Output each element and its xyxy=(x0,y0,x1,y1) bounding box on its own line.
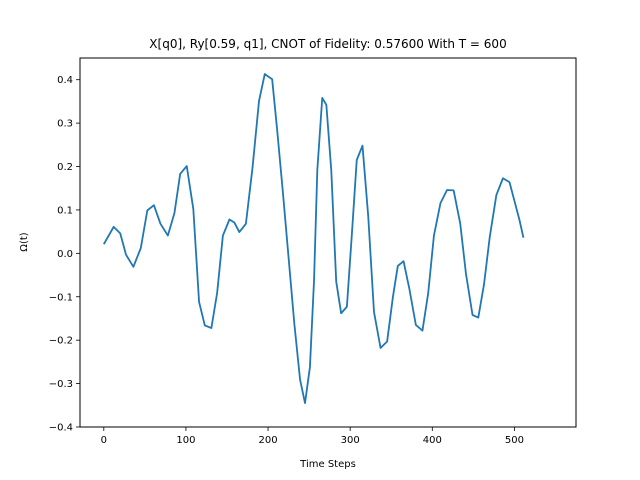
y-tick-label: −0.2 xyxy=(49,336,73,347)
y-tick-label: −0.3 xyxy=(49,379,73,390)
y-axis: −0.4 −0.3 −0.2 −0.1 0.0 0.1 0.2 0.3 0.4 xyxy=(49,75,80,434)
y-tick-label: 0.4 xyxy=(57,75,73,86)
y-tick-label: 0.1 xyxy=(57,205,73,216)
y-tick-label: −0.4 xyxy=(49,423,73,434)
x-tick-label: 500 xyxy=(505,435,524,446)
y-tick-label: 0.2 xyxy=(57,162,73,173)
chart-title: X[q0], Ry[0.59, q1], CNOT of Fidelity: 0… xyxy=(149,37,506,51)
y-tick-label: 0.3 xyxy=(57,119,73,130)
y-axis-label: Ω(t) xyxy=(19,232,30,251)
y-tick-label: −0.1 xyxy=(49,292,73,303)
x-axis: 0 100 200 300 400 500 xyxy=(101,427,524,446)
series-line xyxy=(103,73,525,405)
x-axis-label: Time Steps xyxy=(299,459,356,470)
x-tick-label: 200 xyxy=(259,435,278,446)
x-tick-label: 300 xyxy=(341,435,360,446)
y-tick-label: 0.0 xyxy=(57,249,73,260)
axes-frame xyxy=(79,57,577,428)
plot-area xyxy=(103,73,525,405)
x-tick-label: 400 xyxy=(423,435,442,446)
x-tick-label: 100 xyxy=(176,435,195,446)
x-tick-label: 0 xyxy=(101,435,107,446)
